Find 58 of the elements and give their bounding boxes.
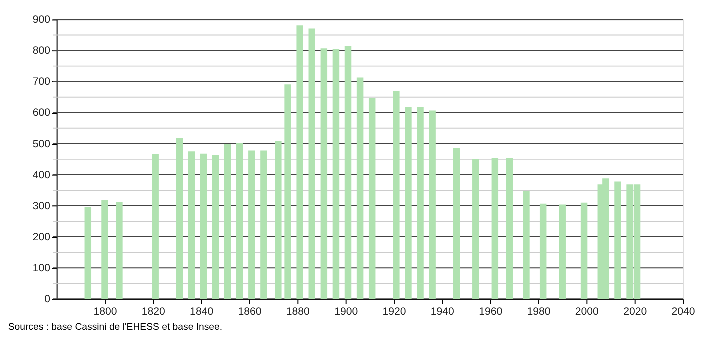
bar [320, 48, 328, 300]
bar [212, 155, 220, 300]
source-note: Sources : base Cassini de l'EHESS et base Insee. [8, 322, 223, 333]
bar [429, 110, 436, 300]
x-tick-label: 1940 [430, 306, 455, 318]
x-tick-label: 2020 [624, 306, 648, 318]
bar [559, 204, 566, 300]
bar [368, 98, 376, 300]
y-tick-label: 100 [32, 262, 51, 274]
x-tick-label: 1900 [334, 306, 358, 318]
x-tick-label: 1920 [382, 306, 406, 318]
bar [296, 26, 304, 300]
x-tick-label: 1820 [142, 306, 166, 318]
bar [492, 158, 499, 300]
bar [453, 148, 460, 300]
bar [580, 202, 588, 300]
bar [344, 46, 352, 300]
bar [176, 138, 184, 300]
bar [102, 200, 108, 300]
bar [356, 78, 364, 300]
bar [188, 152, 196, 300]
x-tick-label: 1860 [238, 306, 262, 318]
bar [472, 159, 480, 300]
bar [84, 208, 92, 300]
x-tick-label: 2000 [575, 306, 600, 318]
bar [200, 154, 208, 300]
bar [248, 150, 256, 300]
y-tick-label: 0 [44, 294, 51, 306]
bar [284, 84, 292, 300]
bar [332, 50, 340, 300]
bar [236, 142, 244, 300]
y-tick-label: 400 [32, 169, 51, 182]
bar [224, 144, 232, 300]
bar [308, 28, 316, 300]
bar [393, 91, 400, 300]
bar [275, 141, 282, 300]
bar [614, 182, 622, 300]
y-tick-label: 200 [32, 231, 51, 244]
y-tick-label: 500 [32, 138, 51, 150]
bar [523, 191, 530, 300]
x-tick-label: 1980 [527, 306, 551, 318]
bar [260, 150, 268, 300]
bar [116, 202, 123, 300]
x-tick-label: 1880 [286, 306, 310, 318]
y-tick-label: 900 [32, 14, 51, 26]
x-tick-label: 1840 [190, 306, 214, 318]
bar [506, 158, 513, 300]
bar [417, 107, 424, 300]
y-tick-label: 600 [32, 107, 51, 120]
bar [405, 107, 412, 300]
bar [540, 204, 547, 300]
y-tick-label: 300 [32, 200, 51, 212]
y-tick-label: 700 [32, 76, 51, 88]
x-tick-label: 1800 [94, 306, 118, 318]
bar [152, 154, 159, 300]
x-tick-label: 1960 [479, 306, 503, 318]
y-tick-label: 800 [32, 45, 51, 58]
x-tick-label: 2040 [672, 306, 696, 318]
